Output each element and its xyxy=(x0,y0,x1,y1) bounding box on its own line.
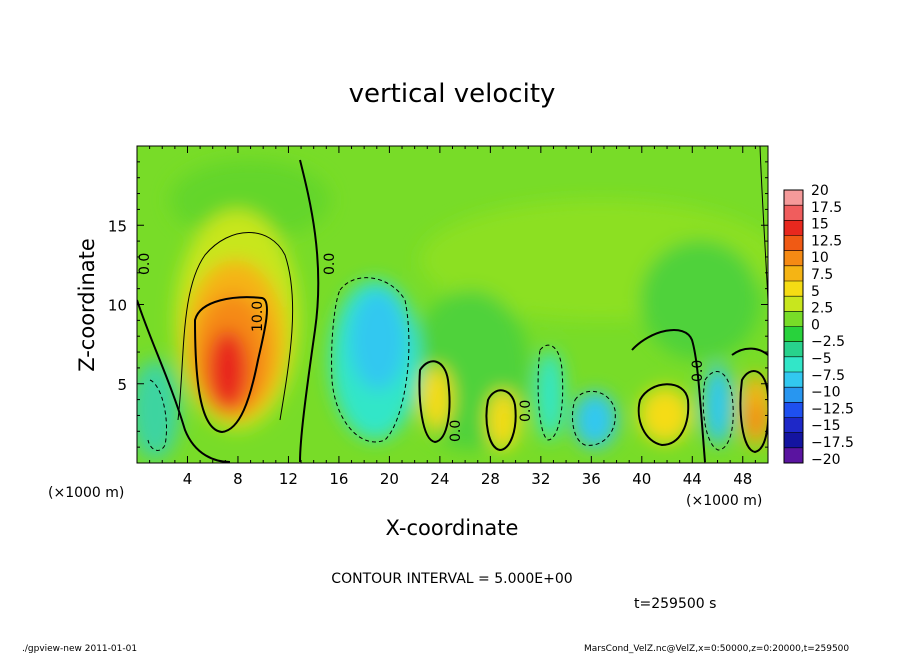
colorbar-ticks: 2017.51512.5107.552.50−2.5−5−7.5−10−12.5… xyxy=(784,183,854,468)
colorbar-swatch xyxy=(784,447,803,464)
x-tick-label: 12 xyxy=(279,470,298,488)
contour-label: 0.0 xyxy=(690,360,706,382)
colorbar-tick-label: 5 xyxy=(811,284,820,300)
colorbar-swatch xyxy=(784,326,803,343)
contour-label: 10.0 xyxy=(250,301,266,332)
colorbar-swatch xyxy=(784,205,803,221)
y-tick-label: 15 xyxy=(108,217,127,235)
colorbar-swatch xyxy=(784,235,803,252)
x-tick-label: 20 xyxy=(380,470,399,488)
colorbar-swatch xyxy=(784,296,803,312)
colorbar-swatch xyxy=(784,281,803,297)
contour-label: 0.0 xyxy=(448,420,464,442)
x-tick-label: 48 xyxy=(733,470,752,488)
colorbar-swatch xyxy=(784,220,803,236)
colorbar-tick-label: 12.5 xyxy=(811,233,842,249)
contour-interval-text: CONTOUR INTERVAL = 5.000E+00 xyxy=(331,571,572,587)
colorbar-swatch xyxy=(784,432,803,449)
x-axis-label: X-coordinate xyxy=(386,516,519,540)
colorbar xyxy=(784,190,803,464)
x-tick-label: 16 xyxy=(329,470,348,488)
colorbar-tick-label: −10 xyxy=(811,385,841,401)
footer-right: MarsCond_VelZ.nc@VelZ,x=0:50000,z=0:2000… xyxy=(584,644,849,654)
z-unit-label: (×1000 m) xyxy=(686,493,762,509)
x-tick-label: 8 xyxy=(233,470,243,488)
plot-area xyxy=(137,146,768,463)
footer-left: ./gpview-new 2011-01-01 xyxy=(22,644,137,654)
colorbar-tick-label: −7.5 xyxy=(811,368,845,384)
colorbar-tick-label: 17.5 xyxy=(811,200,842,216)
x-tick-label: 32 xyxy=(531,470,550,488)
colorbar-swatch xyxy=(784,417,803,434)
colorbar-tick-label: −17.5 xyxy=(811,435,854,451)
colorbar-swatch xyxy=(784,311,803,327)
colorbar-tick-label: −20 xyxy=(811,452,841,468)
colorbar-tick-label: −5 xyxy=(811,351,832,367)
colorbar-tick-label: 15 xyxy=(811,217,829,233)
x-tick-label: 44 xyxy=(683,470,702,488)
field-blobs xyxy=(137,160,768,460)
colorbar-tick-label: 10 xyxy=(811,250,829,266)
colorbar-tick-label: −2.5 xyxy=(811,334,845,350)
colorbar-swatch xyxy=(784,387,803,403)
colorbar-swatch xyxy=(784,190,803,206)
contour-label-group: 10.0 0.0 0.0 0.0 0.0 0.0 xyxy=(137,253,706,442)
y-axis: 5 10 15 xyxy=(108,161,768,448)
colorbar-swatch xyxy=(784,265,803,282)
colorbar-tick-label: 20 xyxy=(811,183,829,199)
colorbar-tick-label: −15 xyxy=(811,418,841,434)
colorbar-swatch xyxy=(784,402,803,418)
colorbar-swatch xyxy=(784,341,803,358)
y-tick-label: 5 xyxy=(117,376,127,394)
colorbar-tick-label: −12.5 xyxy=(811,401,854,417)
colorbar-tick-label: 7.5 xyxy=(811,267,833,283)
chart-title: vertical velocity xyxy=(349,79,556,109)
contour-label: 0.0 xyxy=(322,253,338,275)
y-axis-label: Z-coordinate xyxy=(75,238,99,372)
contour-label: 0.0 xyxy=(518,400,534,422)
time-text: t=259500 s xyxy=(634,596,716,612)
contour-lines xyxy=(137,146,768,463)
x-tick-label: 24 xyxy=(430,470,449,488)
colorbar-swatch xyxy=(784,372,803,388)
x-tick-label: 4 xyxy=(183,470,193,488)
contour-label: 0.0 xyxy=(137,253,153,275)
x-tick-label: 40 xyxy=(632,470,651,488)
colorbar-swatch xyxy=(784,356,803,373)
x-tick-label: 36 xyxy=(582,470,601,488)
x-tick-label: 28 xyxy=(481,470,500,488)
x-unit-label: (×1000 m) xyxy=(48,485,124,501)
colorbar-swatch xyxy=(784,250,803,267)
colorbar-tick-label: 2.5 xyxy=(811,301,833,317)
x-axis: 4 8 12 16 20 24 28 32 36 40 44 48 xyxy=(149,146,756,488)
colorbar-tick-label: 0 xyxy=(811,317,820,333)
y-tick-label: 10 xyxy=(108,297,127,315)
